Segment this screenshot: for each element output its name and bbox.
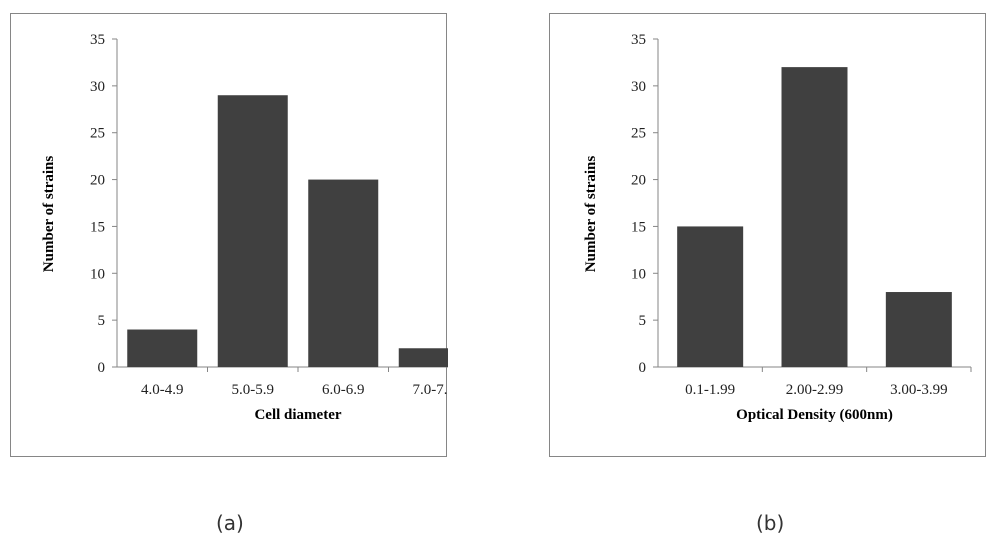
y-tick-label: 20 <box>631 173 646 189</box>
y-tick-label: 25 <box>90 126 105 142</box>
x-axis-title: Optical Density (600nm) <box>736 407 893 423</box>
x-tick-label: 6.0-6.9 <box>322 382 365 398</box>
bar-7.0-7.8 <box>398 348 448 367</box>
y-axis-title: Number of strains <box>41 156 57 273</box>
bar-chart-optical-density: 0 5 10 15 20 25 30 35 0.1-1.99 2.00-2.99 3.00-3.99… <box>583 32 972 423</box>
bar-2.00-2.99 <box>781 67 848 367</box>
bar-6.0-6.9 <box>308 179 379 367</box>
y-tick-label: 30 <box>631 79 646 95</box>
x-tick-label: 2.00-2.99 <box>786 382 844 398</box>
bar-chart-cell-diameter: 0 5 10 15 20 25 30 35 4.0-4.9 5.0-5.9 6.0-6.9 7.0-7… <box>41 32 449 423</box>
bar-5.0-5.9 <box>217 95 288 367</box>
caption-b: (b) <box>756 511 785 535</box>
y-tick-label: 5 <box>639 313 647 329</box>
y-tick-label: 35 <box>90 32 105 48</box>
y-tick-label: 35 <box>631 32 646 48</box>
y-tick-label: 15 <box>90 219 105 235</box>
y-tick-label: 5 <box>98 313 106 329</box>
x-tick-label: 7.0-7.8 <box>413 382 449 398</box>
x-tick-label: 4.0-4.9 <box>141 382 184 398</box>
y-tick-label: 10 <box>90 266 105 282</box>
bar-4.0-4.9 <box>127 329 198 367</box>
x-tick-label: 0.1-1.99 <box>685 382 735 398</box>
y-axis-title: Number of strains <box>583 156 599 273</box>
y-tick-label: 0 <box>639 360 647 376</box>
x-axis-title: Cell diameter <box>254 407 341 423</box>
chart-panel-a: 0 5 10 15 20 25 30 35 4.0-4.9 5.0-5.9 6.0-6.9 7.0-7… <box>10 13 449 457</box>
x-tick-label: 3.00-3.99 <box>890 382 948 398</box>
y-tick-label: 15 <box>631 219 646 235</box>
y-tick-label: 25 <box>631 126 646 142</box>
x-tick-label: 5.0-5.9 <box>232 382 275 398</box>
y-tick-label: 30 <box>90 79 105 95</box>
caption-a: (a) <box>216 511 244 535</box>
chart-panel-b: 0 5 10 15 20 25 30 35 0.1-1.99 2.00-2.99 3.00-3.99… <box>549 13 986 457</box>
bar-3.00-3.99 <box>885 292 952 367</box>
y-tick-label: 0 <box>98 360 106 376</box>
bar-0.1-1.99 <box>677 226 744 367</box>
y-tick-label: 10 <box>631 266 646 282</box>
y-tick-label: 20 <box>90 173 105 189</box>
